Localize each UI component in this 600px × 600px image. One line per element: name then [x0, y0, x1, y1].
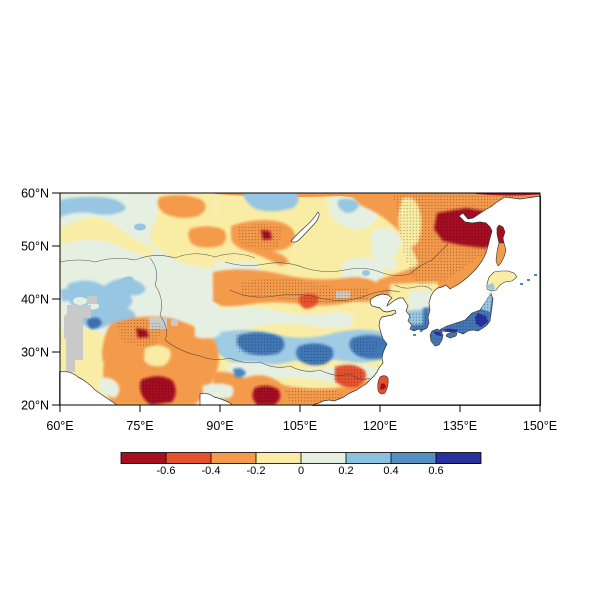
svg-text:60°N: 60°N [21, 187, 49, 201]
svg-text:150°E: 150°E [523, 419, 557, 433]
svg-text:-0.4: -0.4 [202, 465, 221, 477]
svg-text:120°E: 120°E [363, 419, 397, 433]
svg-text:30°N: 30°N [21, 346, 49, 360]
svg-text:0.2: 0.2 [338, 465, 353, 477]
svg-text:90°E: 90°E [206, 419, 233, 433]
svg-text:50°N: 50°N [21, 240, 49, 254]
svg-text:-0.2: -0.2 [247, 465, 266, 477]
svg-text:60°E: 60°E [46, 419, 73, 433]
svg-text:105°E: 105°E [283, 419, 317, 433]
svg-text:75°E: 75°E [126, 419, 153, 433]
svg-text:40°N: 40°N [21, 293, 49, 307]
svg-text:20°N: 20°N [21, 399, 49, 413]
svg-text:135°E: 135°E [443, 419, 477, 433]
svg-text:-0.6: -0.6 [157, 465, 176, 477]
svg-text:0: 0 [298, 465, 304, 477]
svg-text:0.4: 0.4 [383, 465, 398, 477]
svg-text:0.6: 0.6 [428, 465, 443, 477]
